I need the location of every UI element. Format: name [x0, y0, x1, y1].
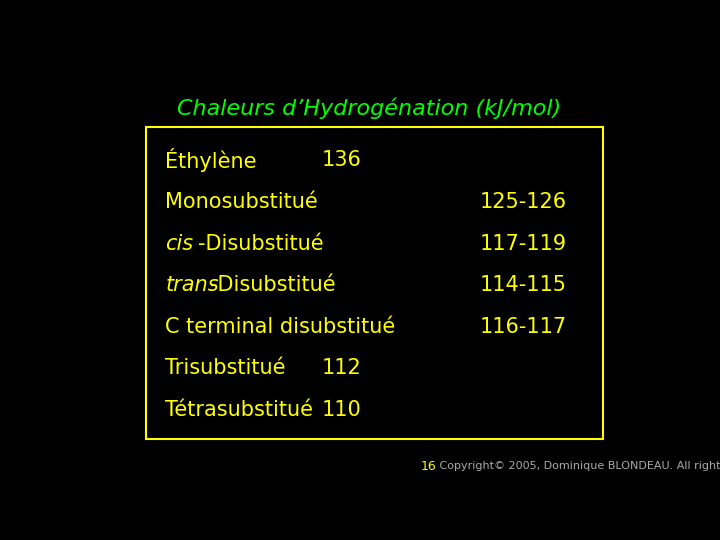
Text: -Disubstitué: -Disubstitué	[210, 275, 336, 295]
Text: Chaleurs d’Hydrogénation (kJ/mol): Chaleurs d’Hydrogénation (kJ/mol)	[177, 98, 561, 119]
Text: -Disubstitué: -Disubstitué	[198, 234, 323, 254]
Text: 112: 112	[322, 359, 361, 379]
Text: trans: trans	[166, 275, 219, 295]
Text: 114-115: 114-115	[480, 275, 567, 295]
Text: Copyright© 2005, Dominique BLONDEAU. All rights reserved.: Copyright© 2005, Dominique BLONDEAU. All…	[436, 461, 720, 471]
Text: 125-126: 125-126	[480, 192, 567, 212]
Text: C terminal disubstitué: C terminal disubstitué	[166, 317, 395, 337]
Text: cis: cis	[166, 234, 194, 254]
Text: Tétrasubstitué: Tétrasubstitué	[166, 400, 313, 420]
Text: 116-117: 116-117	[480, 317, 567, 337]
Text: 16: 16	[420, 460, 436, 472]
Bar	[145, 127, 603, 439]
Text: 117-119: 117-119	[480, 234, 567, 254]
Text: 110: 110	[322, 400, 361, 420]
Text: Éthylène: Éthylène	[166, 148, 257, 172]
Text: Monosubstitué: Monosubstitué	[166, 192, 318, 212]
Text: Trisubstitué: Trisubstitué	[166, 359, 286, 379]
Text: 136: 136	[322, 151, 361, 171]
